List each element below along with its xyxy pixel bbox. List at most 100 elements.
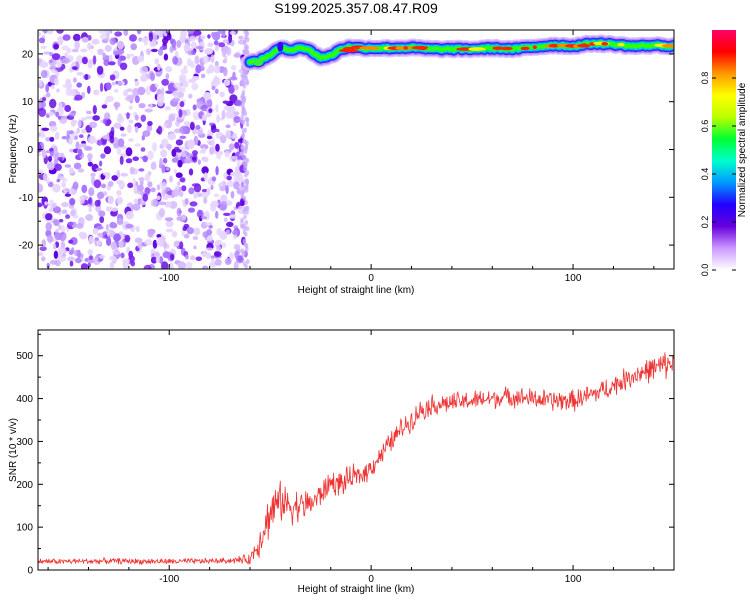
noise-blob: [134, 143, 141, 147]
noise-blob: [143, 264, 152, 269]
noise-blob: [61, 136, 68, 140]
noise-blob: [71, 119, 78, 125]
noise-blob: [193, 30, 202, 36]
noise-blob: [167, 133, 176, 141]
noise-blob: [186, 227, 194, 235]
noise-blob: [187, 30, 195, 34]
noise-blob: [203, 197, 208, 204]
noise-blob: [191, 183, 200, 187]
noise-blob: [230, 191, 235, 199]
noise-blob: [40, 70, 48, 78]
noise-blob: [146, 124, 153, 132]
noise-blob: [147, 181, 153, 188]
noise-blob: [210, 125, 217, 133]
noise-blob: [62, 34, 71, 41]
noise-blob: [116, 115, 125, 124]
noise-blob: [140, 114, 147, 123]
noise-blob: [78, 119, 82, 128]
noise-blob: [240, 102, 245, 108]
noise-blob: [98, 160, 103, 167]
noise-blob: [125, 223, 134, 229]
noise-blob: [203, 92, 212, 100]
noise-blob: [58, 224, 62, 231]
noise-blob: [222, 39, 230, 43]
signal-hotspot: [617, 42, 625, 47]
noise-blob: [226, 221, 234, 227]
noise-blob: [169, 200, 178, 209]
noise-blob: [78, 134, 84, 139]
noise-blob: [175, 172, 183, 178]
spectrogram-y-tick-label: -10: [19, 193, 34, 204]
noise-blob: [223, 212, 231, 216]
noise-blob: [69, 260, 74, 267]
noise-blob: [215, 143, 220, 152]
noise-blob: [200, 35, 206, 40]
noise-blob: [109, 135, 115, 144]
noise-blob: [38, 132, 41, 137]
noise-blob: [240, 190, 244, 197]
snr-x-tick-label: 100: [565, 574, 582, 585]
signal-hotspot: [403, 46, 408, 50]
snr-series-line: [38, 352, 674, 566]
noise-blob: [209, 262, 217, 268]
noise-blob: [92, 115, 100, 121]
noise-blob: [208, 108, 213, 113]
noise-blob: [109, 222, 118, 229]
snr-y-axis-label: SNR (10 * v/v): [8, 418, 19, 482]
spectrogram-signal-band: [241, 34, 674, 71]
spectrogram-x-tick-label: -100: [159, 273, 179, 284]
noise-blob: [97, 48, 104, 55]
noise-blob: [181, 214, 187, 221]
noise-blob: [164, 201, 172, 208]
colorbar-tick-label: 0.2: [700, 216, 710, 229]
noise-blob: [90, 172, 96, 177]
noise-blob: [142, 155, 148, 163]
noise-blob: [124, 234, 131, 243]
noise-blob: [96, 139, 103, 146]
noise-blob: [114, 88, 119, 93]
noise-blob: [230, 171, 237, 177]
noise-blob: [213, 251, 222, 257]
noise-blob: [237, 255, 243, 262]
noise-blob: [52, 202, 57, 208]
noise-blob: [67, 221, 74, 226]
noise-blob: [206, 98, 213, 109]
noise-blob: [180, 68, 189, 74]
noise-blob: [117, 40, 125, 50]
noise-blob: [152, 142, 157, 152]
noise-blob: [193, 192, 198, 199]
noise-blob: [59, 117, 68, 124]
signal-hotspot: [548, 43, 560, 48]
noise-blob: [192, 111, 200, 121]
noise-blob: [107, 195, 114, 205]
noise-blob: [103, 59, 110, 66]
noise-blob: [233, 181, 240, 190]
noise-blob: [206, 187, 211, 195]
noise-blob: [102, 118, 107, 125]
noise-blob: [207, 34, 211, 39]
noise-blob: [47, 155, 53, 163]
noise-blob: [44, 201, 48, 206]
noise-blob: [154, 83, 159, 88]
noise-blob: [219, 151, 224, 155]
noise-blob: [226, 175, 232, 181]
noise-blob: [61, 209, 68, 214]
noise-blob: [200, 216, 208, 220]
noise-blob: [40, 101, 46, 108]
noise-blob: [88, 235, 94, 245]
noise-blob: [226, 180, 234, 188]
noise-blob: [93, 260, 100, 265]
noise-blob: [54, 77, 59, 86]
noise-blob: [156, 71, 162, 77]
snr-y-tick-label: 400: [16, 394, 33, 405]
noise-blob: [109, 255, 117, 261]
noise-blob: [57, 246, 64, 256]
snr-y-tick-label: 500: [16, 351, 33, 362]
signal-hotspot: [532, 45, 537, 49]
noise-blob: [201, 251, 207, 258]
noise-blob: [76, 82, 82, 88]
noise-blob: [244, 116, 249, 122]
noise-blob: [134, 237, 143, 244]
noise-blob: [93, 89, 100, 96]
noise-blob: [244, 75, 249, 81]
